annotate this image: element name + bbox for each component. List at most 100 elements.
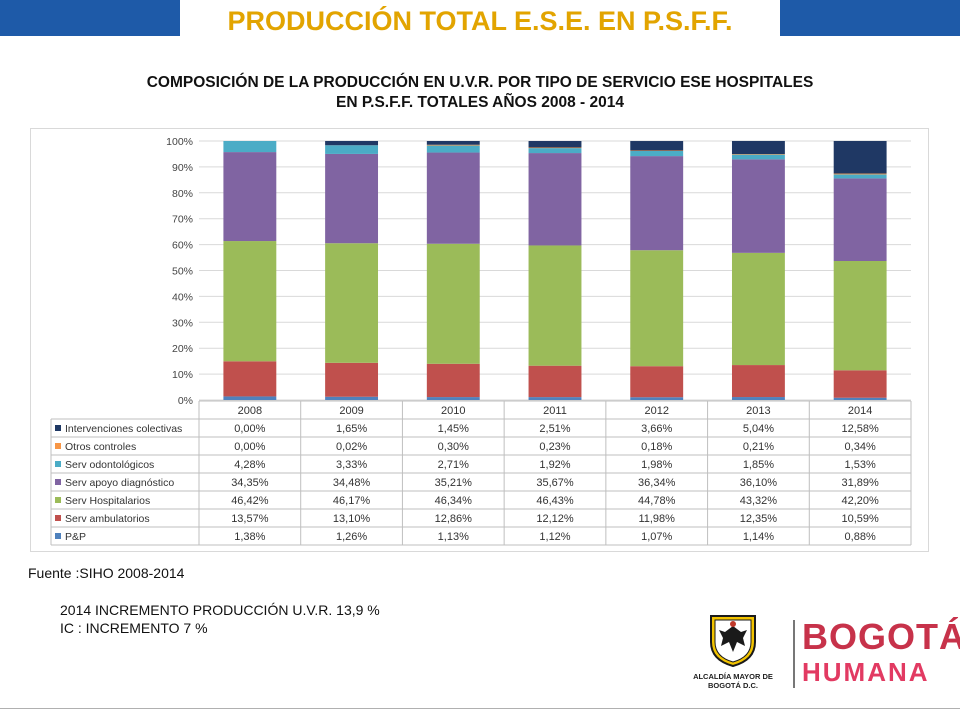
bar-segment bbox=[630, 250, 684, 367]
data-label: 36,10% bbox=[740, 477, 778, 489]
x-category-label: 2013 bbox=[746, 405, 770, 417]
bar-segment bbox=[833, 140, 887, 174]
data-label: 0,00% bbox=[234, 441, 265, 453]
legend-series-name: Serv ambulatorios bbox=[65, 513, 150, 525]
y-tick-label: 70% bbox=[172, 214, 193, 226]
data-label: 0,00% bbox=[234, 423, 265, 435]
bar-segment bbox=[325, 145, 379, 154]
data-label: 1,26% bbox=[336, 531, 367, 543]
data-label: 12,12% bbox=[536, 513, 574, 525]
data-label: 1,92% bbox=[539, 459, 570, 471]
increment-note-line-2: IC : INCREMENTO 7 % bbox=[60, 620, 208, 636]
bar-segment bbox=[426, 243, 480, 364]
page-title: PRODUCCIÓN TOTAL E.S.E. EN P.S.F.F. bbox=[227, 6, 733, 36]
data-label: 34,48% bbox=[333, 477, 371, 489]
chart-title-line-1: COMPOSICIÓN DE LA PRODUCCIÓN EN U.V.R. P… bbox=[146, 74, 814, 91]
legend-series-name: Serv Hospitalarios bbox=[65, 495, 150, 507]
brand-word-humana: HUMANA bbox=[802, 657, 930, 687]
data-label: 31,89% bbox=[841, 477, 879, 489]
legend-series-name: Intervenciones colectivas bbox=[65, 423, 182, 435]
legend-swatch bbox=[55, 425, 61, 431]
chart-title-line-2: EN P.S.F.F. TOTALES AÑOS 2008 - 2014 bbox=[335, 94, 624, 111]
legend-series-name: P&P bbox=[65, 531, 86, 543]
chart-frame: 0% 10% 20% 30% 40% 50% 60% 70% 80% 90% 100% 2008 200… bbox=[30, 128, 929, 552]
bar-segment bbox=[325, 396, 379, 400]
bar-segment bbox=[223, 152, 277, 242]
header-title-box bbox=[180, 0, 780, 36]
x-category-label: 2010 bbox=[441, 405, 465, 417]
y-tick-label: 40% bbox=[172, 291, 193, 303]
source-note: Fuente :SIHO 2008-2014 bbox=[28, 565, 185, 581]
y-tick-label: 80% bbox=[172, 188, 193, 200]
brand-word-bogota: BOGOTÁ bbox=[802, 616, 960, 657]
y-tick-label: 100% bbox=[166, 136, 193, 148]
legend-swatch bbox=[55, 443, 61, 449]
bar-segment bbox=[223, 241, 277, 362]
data-label: 34,35% bbox=[231, 477, 269, 489]
bar-segment bbox=[833, 173, 887, 175]
bar-segment bbox=[731, 154, 785, 155]
y-tick-label: 20% bbox=[172, 343, 193, 355]
data-label: 4,28% bbox=[234, 459, 265, 471]
bar-segment bbox=[731, 140, 785, 155]
bar-segment bbox=[223, 396, 277, 400]
data-label: 46,17% bbox=[333, 495, 371, 507]
data-label: 1,38% bbox=[234, 531, 265, 543]
data-label: 36,34% bbox=[638, 477, 676, 489]
legend-swatch bbox=[55, 479, 61, 485]
bar-segment bbox=[528, 153, 582, 246]
legend-series-name: Serv odontológicos bbox=[65, 459, 154, 471]
data-label: 44,78% bbox=[638, 495, 676, 507]
x-category-label: 2008 bbox=[238, 405, 262, 417]
data-label: 0,21% bbox=[743, 441, 774, 453]
x-category-label: 2011 bbox=[543, 405, 567, 417]
bottom-rule bbox=[0, 708, 960, 709]
bar-segment bbox=[325, 153, 379, 244]
y-tick-label: 10% bbox=[172, 369, 193, 381]
legend-swatch bbox=[55, 461, 61, 467]
bar-segment bbox=[426, 397, 480, 400]
bar-segment bbox=[630, 397, 684, 400]
bar-segment bbox=[426, 141, 480, 145]
bar-segment bbox=[833, 260, 887, 371]
data-label: 3,33% bbox=[336, 459, 367, 471]
x-category-label: 2009 bbox=[339, 405, 363, 417]
alcaldia-caption: ALCALDÍA MAYOR DE BOGOTÁ D.C. bbox=[693, 672, 773, 690]
data-label: 0,02% bbox=[336, 441, 367, 453]
bar-segment bbox=[731, 252, 785, 366]
bar-segment bbox=[223, 141, 277, 153]
header-band bbox=[0, 0, 960, 36]
data-label: 1,53% bbox=[845, 459, 876, 471]
bar-segment bbox=[426, 152, 480, 244]
legend-series-name: Serv apoyo diagnóstico bbox=[65, 477, 174, 489]
bogota-humana-logo: BOGOTÁ HUMANA bbox=[802, 618, 960, 688]
x-category-label: 2014 bbox=[848, 405, 872, 417]
bar-segment bbox=[528, 141, 582, 148]
data-label: 5,04% bbox=[743, 423, 774, 435]
increment-note: 2014 INCREMENTO PRODUCCIÓN U.V.R. 13,9 %… bbox=[60, 601, 380, 637]
data-label: 12,86% bbox=[435, 513, 473, 525]
data-label: 13,57% bbox=[231, 513, 269, 525]
x-category-label: 2012 bbox=[644, 405, 668, 417]
data-label: 46,34% bbox=[435, 495, 473, 507]
data-label: 12,35% bbox=[740, 513, 778, 525]
data-label: 1,65% bbox=[336, 423, 367, 435]
bar-segment bbox=[731, 365, 785, 398]
bar-segment bbox=[325, 362, 379, 397]
stacked-bar-chart: 0% 10% 20% 30% 40% 50% 60% 70% 80% 90% 100% 2008 200… bbox=[50, 136, 912, 546]
legend-series-name: Otros controles bbox=[65, 441, 136, 453]
logo-divider bbox=[793, 620, 795, 688]
data-label: 46,43% bbox=[536, 495, 574, 507]
data-label: 0,23% bbox=[539, 441, 570, 453]
bar-segment bbox=[630, 156, 684, 251]
data-label: 1,98% bbox=[641, 459, 672, 471]
bar-segment bbox=[426, 145, 480, 153]
data-label: 2,71% bbox=[438, 459, 469, 471]
bar-segment bbox=[630, 366, 684, 398]
data-label: 42,20% bbox=[841, 495, 879, 507]
alcaldia-logo: ALCALDÍA MAYOR DE BOGOTÁ D.C. bbox=[678, 612, 788, 698]
bogota-crest-icon bbox=[710, 615, 756, 668]
data-label: 43,32% bbox=[740, 495, 778, 507]
data-label: 0,30% bbox=[438, 441, 469, 453]
bar-segment bbox=[630, 141, 684, 151]
